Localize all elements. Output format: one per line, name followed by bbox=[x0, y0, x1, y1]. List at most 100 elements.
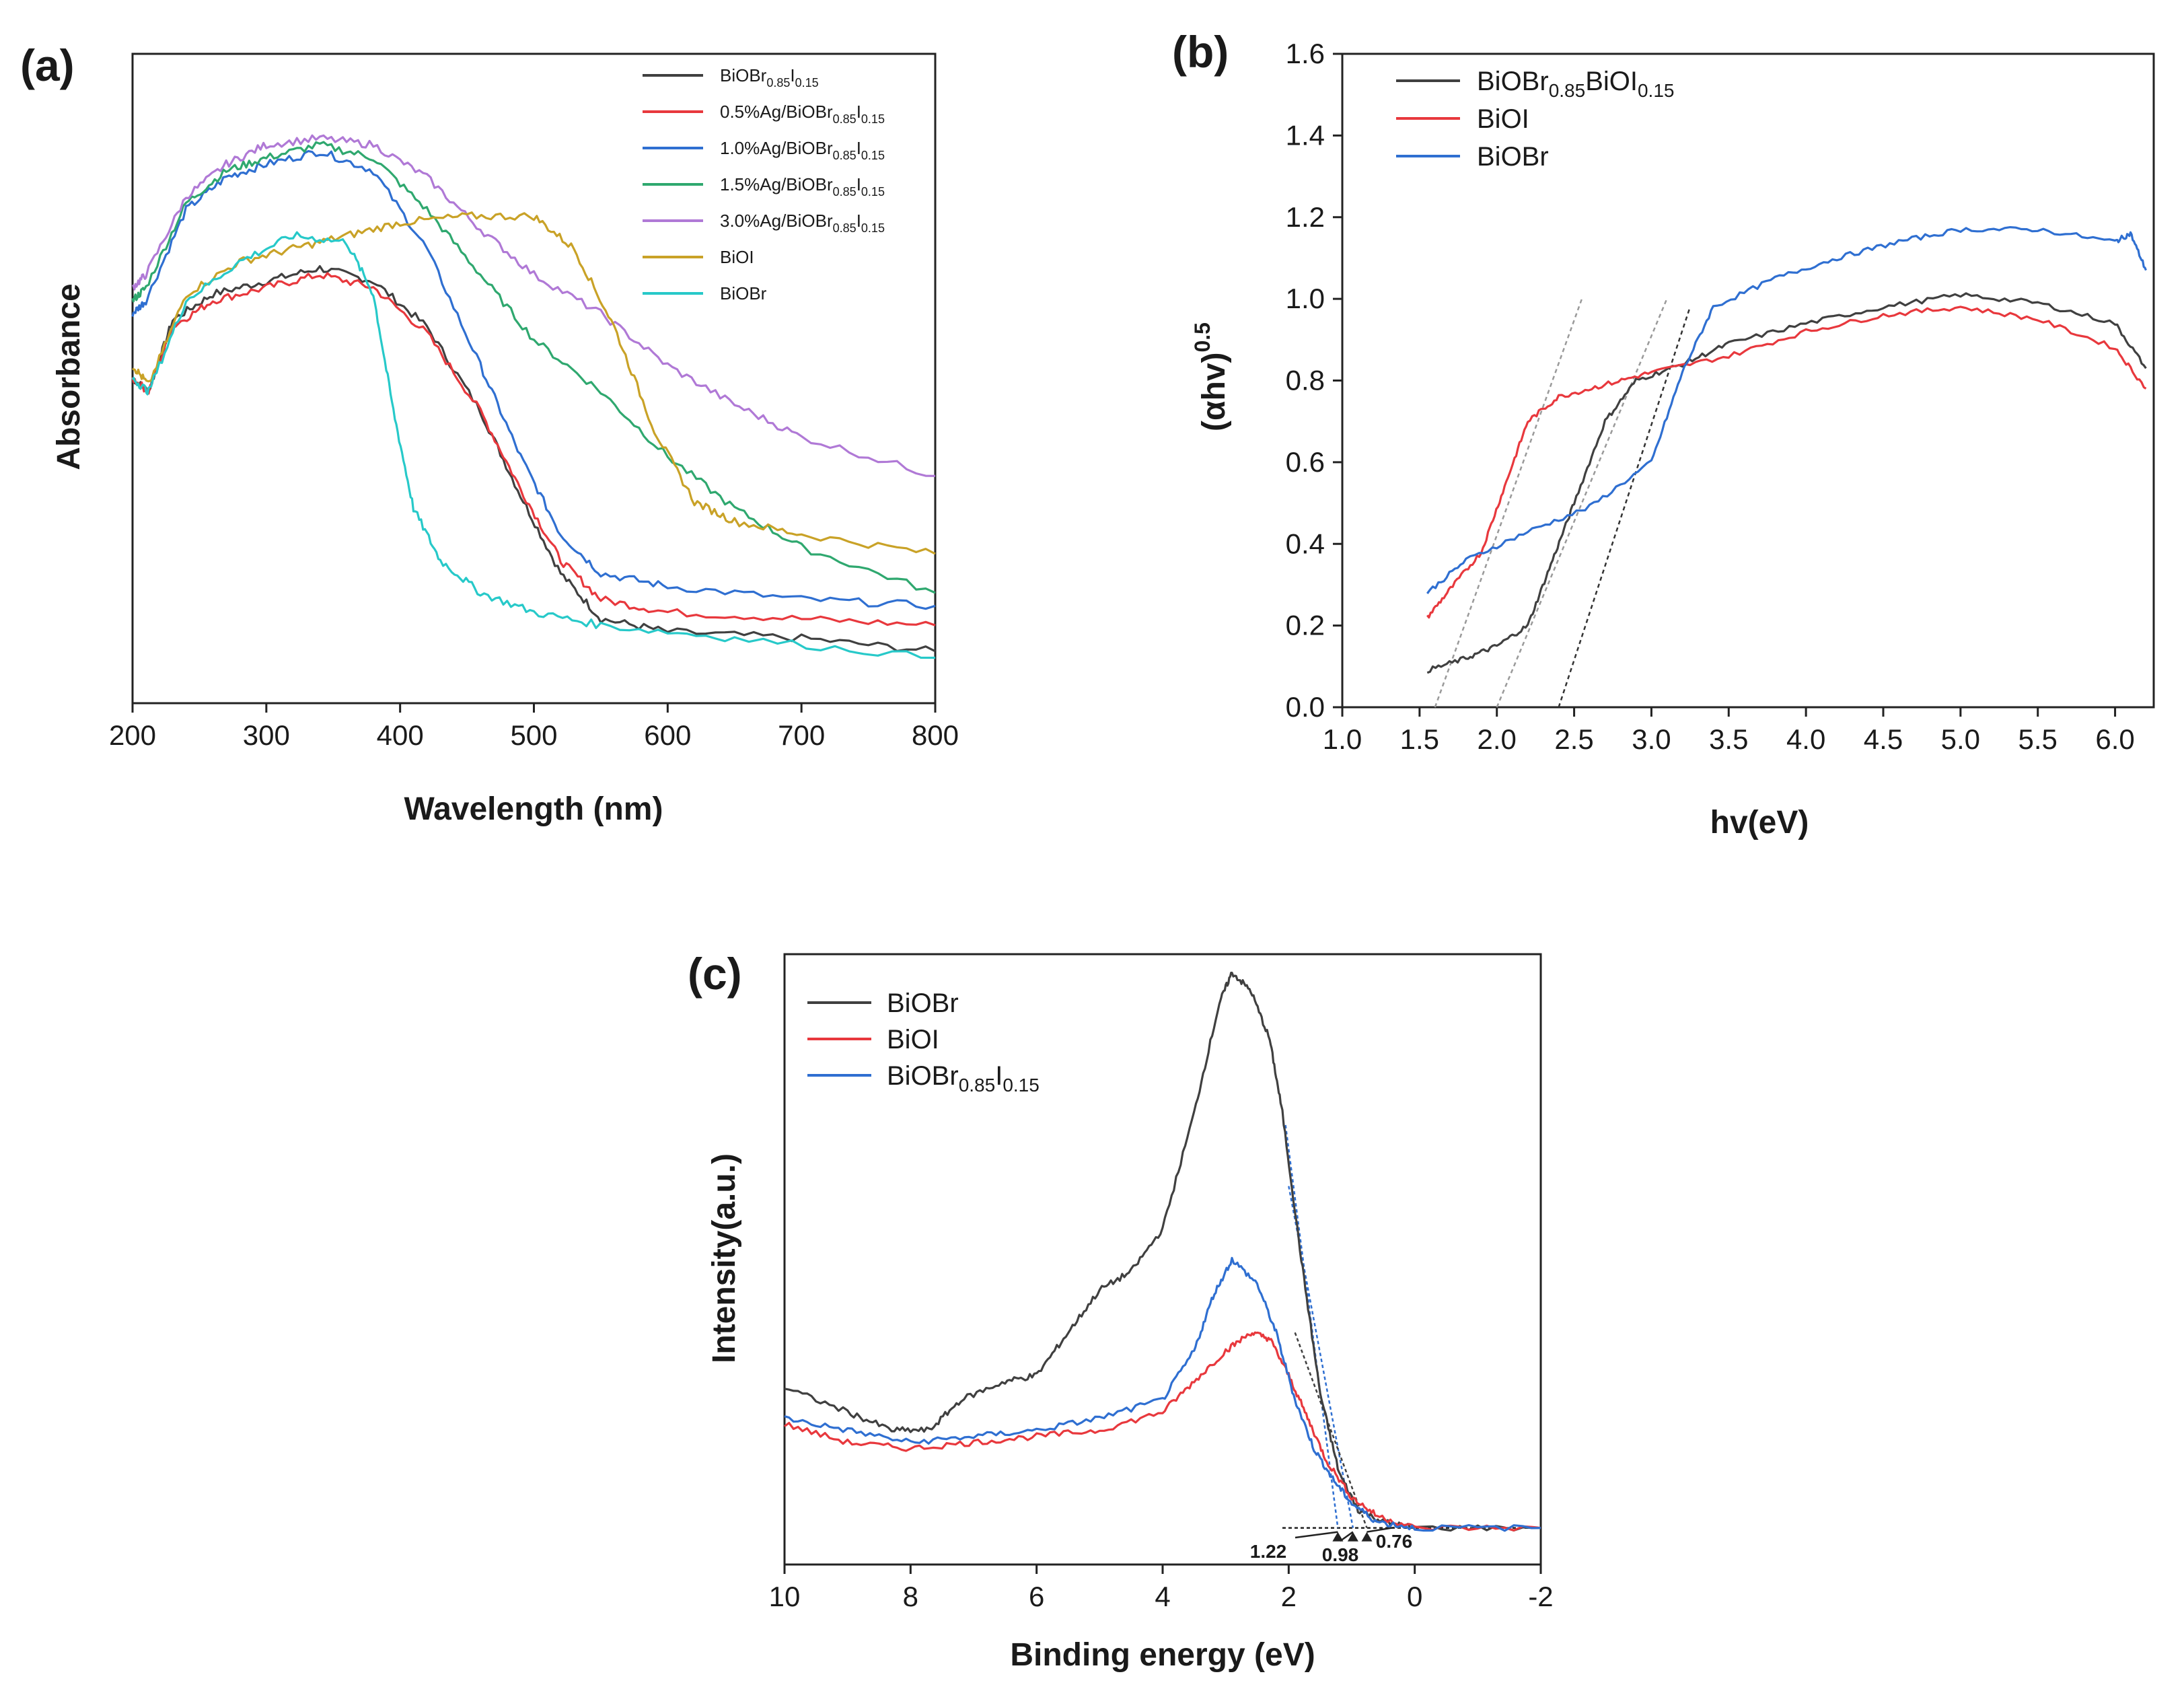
series-line-biobr bbox=[131, 231, 936, 659]
series-line-1-5-ag-biobr0-85i0-15 bbox=[131, 141, 936, 594]
legend-label-1-0-ag-biobr0-85i0-15-part-0: 1.0%Ag/ bbox=[720, 138, 787, 158]
annotation-arrowhead-0-98 bbox=[1347, 1532, 1358, 1542]
x-tick-label-6: 6 bbox=[1029, 1581, 1044, 1612]
y-tick-label-0-2: 0.2 bbox=[1286, 610, 1325, 641]
y-tick-label-1-4: 1.4 bbox=[1286, 119, 1325, 151]
legend-label-3-0-ag-biobr0-85i0-15-part-1: BiOBr bbox=[786, 211, 833, 231]
x-tick-label-4-0: 4.0 bbox=[1786, 723, 1825, 755]
legend-label-biobr: BiOBr bbox=[1477, 142, 1549, 172]
series-line-biobr0-85i0-15 bbox=[784, 1256, 1541, 1532]
panel-b-plot-frame bbox=[1341, 52, 2155, 709]
x-tick-label-2: 2 bbox=[1281, 1581, 1297, 1612]
panel-c-label: (c) bbox=[688, 949, 742, 999]
x-tick-label-8: 8 bbox=[903, 1581, 918, 1612]
y-tick-label-1-2: 1.2 bbox=[1286, 201, 1325, 233]
legend-label-1-5-ag-biobr0-85i0-15-part-1: BiOBr bbox=[786, 174, 833, 194]
legend-label-1-0-ag-biobr0-85i0-15: 1.0%Ag/BiOBr0.85I0.15 bbox=[720, 138, 885, 162]
y-tick-label-0-6: 0.6 bbox=[1286, 446, 1325, 478]
series-line-bioi bbox=[132, 211, 936, 555]
y-tick-label-1-6: 1.6 bbox=[1286, 38, 1325, 69]
fit-line-1 bbox=[1496, 298, 1668, 708]
legend-label-biobr0-85i0-15-part-1: 0.85 bbox=[959, 1075, 996, 1095]
legend-label-biobr0-85i0-15-part-1: 0.85 bbox=[766, 76, 790, 89]
series-line-biobr bbox=[1426, 226, 2147, 594]
series-line-bioi bbox=[1426, 306, 2147, 619]
x-tick-label-0: 0 bbox=[1407, 1581, 1422, 1612]
panel-a-x-ticks: 200 300 400 500 600 700 800 bbox=[109, 703, 959, 751]
legend-label-bioi-part-0: BiOI bbox=[887, 1025, 939, 1054]
x-tick-label-200: 200 bbox=[109, 719, 156, 751]
legend-label-biobr0-85bioi0-15-part-0: BiOBr bbox=[1477, 67, 1549, 96]
x-tick-label-1-0: 1.0 bbox=[1323, 723, 1362, 755]
panel-b-x-axis-title: hv(eV) bbox=[1710, 805, 1809, 840]
x-tick-label-400: 400 bbox=[377, 719, 424, 751]
panel-a: (a) 200 300 400 500 600 700 800 BiOBr0.85I0.15… bbox=[20, 40, 959, 827]
legend-label-biobr0-85i0-15: BiOBr0.85I0.15 bbox=[720, 65, 819, 89]
panel-c-series bbox=[784, 972, 1541, 1532]
legend-label-1-5-ag-biobr0-85i0-15-part-3: I bbox=[857, 174, 861, 194]
x-tick-label-6-0: 6.0 bbox=[2095, 723, 2134, 755]
y-tick-label-0-8: 0.8 bbox=[1286, 365, 1325, 396]
legend-label-3-0-ag-biobr0-85i0-15: 3.0%Ag/BiOBr0.85I0.15 bbox=[720, 211, 885, 235]
series-line-3-0-ag-biobr0-85i0-15 bbox=[131, 134, 936, 477]
panel-c-y-axis-title: Intensity(a.u.) bbox=[706, 1153, 742, 1363]
x-tick-label-3-0: 3.0 bbox=[1632, 723, 1671, 755]
x-tick-label-10: 10 bbox=[769, 1581, 801, 1612]
legend-label-biobr-part-0: BiOBr bbox=[887, 989, 959, 1018]
x-tick-label-3-5: 3.5 bbox=[1709, 723, 1748, 755]
legend-label-1-5-ag-biobr0-85i0-15-part-4: 0.15 bbox=[861, 185, 885, 199]
panel-b-fit-lines bbox=[1434, 298, 1691, 708]
y-tick-label-0-4: 0.4 bbox=[1286, 528, 1325, 559]
series-line-1-0-ag-biobr0-85i0-15 bbox=[131, 150, 936, 610]
legend-label-1-0-ag-biobr0-85i0-15-part-1: BiOBr bbox=[786, 138, 833, 158]
panel-a-y-axis-title: Absorbance bbox=[51, 283, 87, 470]
onset-fit-line-2 bbox=[1294, 1332, 1368, 1529]
legend-label-biobr0-85i0-15-part-0: BiOBr bbox=[720, 65, 767, 85]
series-line-bioi bbox=[784, 1331, 1541, 1532]
legend-label-biobr0-85i0-15-part-2: I bbox=[790, 65, 795, 85]
panel-a-label: (a) bbox=[20, 40, 75, 90]
x-tick-label-700: 700 bbox=[778, 719, 825, 751]
legend-label-1-0-ag-biobr0-85i0-15-part-4: 0.15 bbox=[861, 149, 885, 162]
legend-label-1-5-ag-biobr0-85i0-15-part-2: 0.85 bbox=[833, 185, 857, 199]
panel-a-series bbox=[131, 134, 936, 659]
annotation-label-1-22: 1.22 bbox=[1250, 1541, 1287, 1562]
panel-a-x-axis-title: Wavelength (nm) bbox=[404, 791, 663, 827]
panel-b-series bbox=[1426, 226, 2147, 674]
x-tick-label-5-0: 5.0 bbox=[1941, 723, 1980, 755]
x-tick-label-4-5: 4.5 bbox=[1864, 723, 1903, 755]
legend-label-biobr0-85i0-15-part-2: I bbox=[995, 1061, 1003, 1091]
x-tick-label-500: 500 bbox=[510, 719, 557, 751]
legend-label-biobr0-85i0-15-part-3: 0.15 bbox=[1003, 1075, 1040, 1095]
legend-label-0-5-ag-biobr0-85i0-15-part-1: BiOBr bbox=[786, 102, 833, 122]
annotation-arrowhead-0-76 bbox=[1361, 1532, 1373, 1542]
legend-label-3-0-ag-biobr0-85i0-15-part-3: I bbox=[857, 211, 861, 231]
panel-b: (b) 0.0 0.2 0.4 0.6 0.8 1.0 1.2 1.4 1.6 1.0 1.5 2.… bbox=[1172, 27, 2155, 840]
fit-line-2 bbox=[1558, 306, 1691, 708]
legend-label-biobr-part-0: BiOBr bbox=[1477, 142, 1549, 172]
legend-label-biobr: BiOBr bbox=[887, 989, 959, 1018]
legend-label-0-5-ag-biobr0-85i0-15-part-4: 0.15 bbox=[861, 112, 885, 126]
x-tick-label-300: 300 bbox=[243, 719, 290, 751]
legend-label-biobr0-85i0-15: BiOBr0.85I0.15 bbox=[887, 1061, 1040, 1095]
legend-label-bioi-part-0: BiOI bbox=[1477, 104, 1529, 134]
series-line-biobr0-85i0-15 bbox=[132, 265, 936, 653]
panel-b-y-axis-title-superscript: 0.5 bbox=[1190, 322, 1214, 352]
legend-label-biobr0-85bioi0-15-part-2: BiOI bbox=[1585, 67, 1638, 96]
panel-c-x-axis-title: Binding energy (eV) bbox=[1010, 1637, 1315, 1673]
panel-c-x-ticks: 10 8 6 4 2 0 -2 bbox=[769, 1565, 1554, 1612]
x-tick-label-800: 800 bbox=[912, 719, 959, 751]
x-tick-label-600: 600 bbox=[644, 719, 691, 751]
annotation-arrow-0-98 bbox=[1340, 1531, 1354, 1542]
x-tick-label-2-5: 2.5 bbox=[1554, 723, 1593, 755]
legend-label-biobr0-85i0-15-part-0: BiOBr bbox=[887, 1061, 959, 1091]
x-tick-label-2: -2 bbox=[1528, 1581, 1553, 1612]
panel-c-annotations: 1.22 0.98 0.76 bbox=[1250, 1526, 1412, 1565]
legend-label-bioi: BiOI bbox=[887, 1025, 939, 1054]
annotation-arrowhead-1-22 bbox=[1332, 1532, 1344, 1542]
legend-label-1-0-ag-biobr0-85i0-15-part-3: I bbox=[857, 138, 861, 158]
x-tick-label-2-0: 2.0 bbox=[1478, 723, 1517, 755]
